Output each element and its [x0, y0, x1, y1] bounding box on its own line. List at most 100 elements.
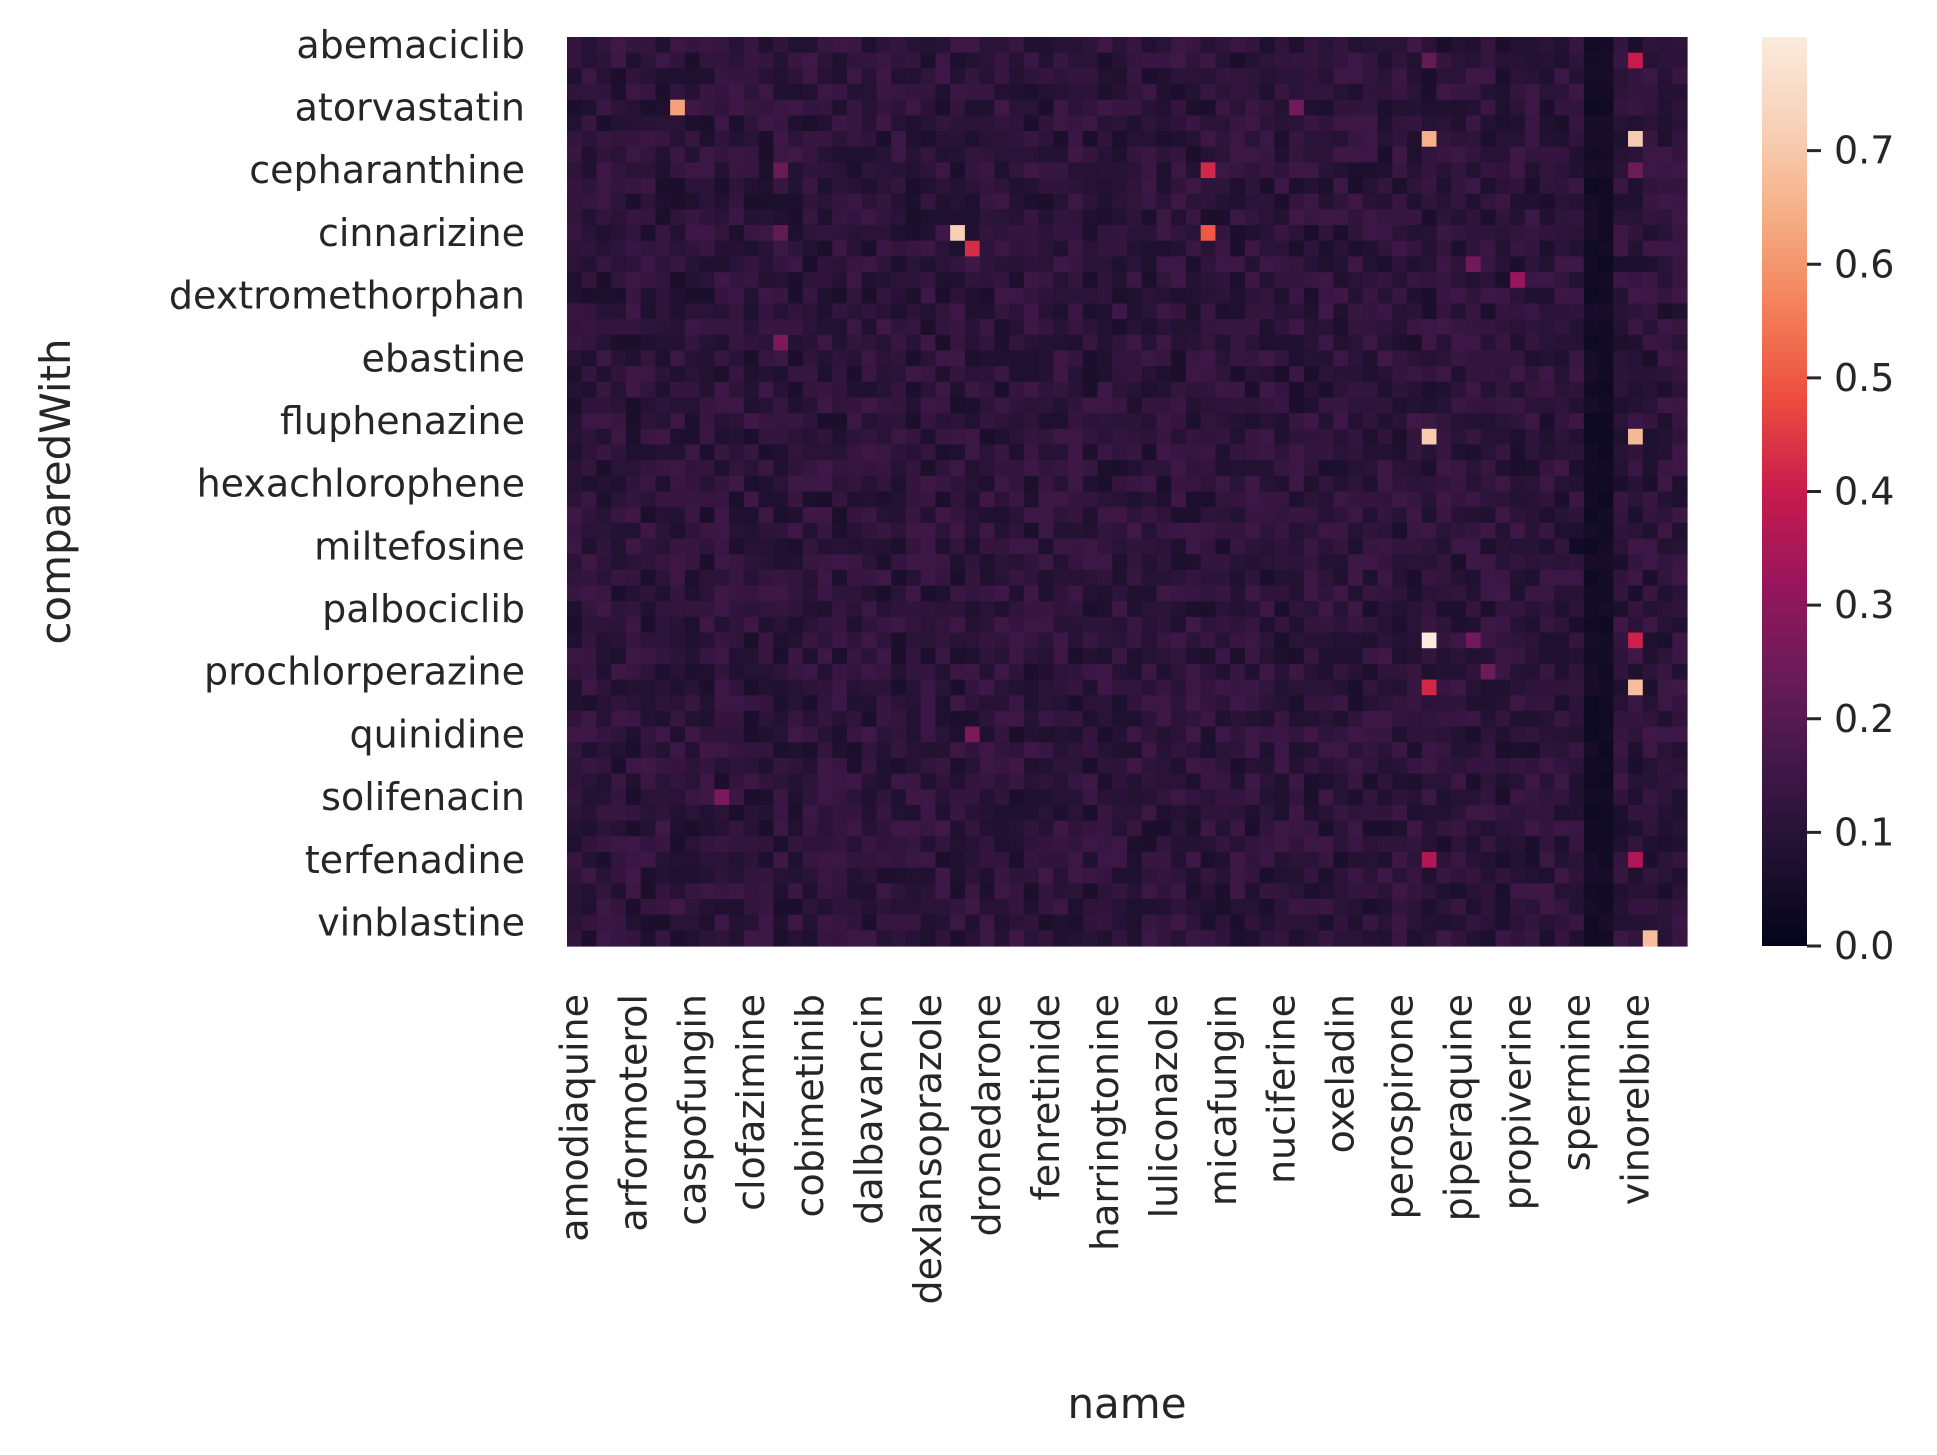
- heatmap-cell: [1436, 914, 1452, 931]
- heatmap-cell: [1127, 272, 1143, 289]
- heatmap-cell: [817, 381, 833, 399]
- heatmap-cell: [847, 930, 863, 947]
- heatmap-cell: [1569, 663, 1585, 681]
- heatmap-cell: [1156, 475, 1172, 493]
- heatmap-cell: [1583, 460, 1600, 477]
- heatmap-cell: [1451, 52, 1467, 69]
- heatmap-cell: [1318, 538, 1334, 555]
- heatmap-cell: [1289, 648, 1305, 665]
- heatmap-cell: [1657, 538, 1673, 555]
- heatmap-cell: [1539, 836, 1555, 853]
- heatmap-cell: [1436, 37, 1452, 54]
- heatmap-cell: [758, 178, 774, 195]
- heatmap-cell: [670, 851, 686, 869]
- heatmap-cell: [1465, 413, 1482, 430]
- heatmap-cell: [714, 491, 730, 508]
- heatmap-cell: [596, 397, 612, 414]
- heatmap-cell: [1480, 99, 1497, 116]
- heatmap-cell: [1554, 178, 1570, 195]
- heatmap-cell: [1185, 726, 1202, 743]
- heatmap-cell: [596, 460, 612, 477]
- heatmap-cell: [699, 695, 715, 712]
- heatmap-cell: [1009, 68, 1025, 85]
- heatmap-cell: [758, 789, 774, 806]
- heatmap-cell: [817, 366, 833, 383]
- heatmap-cell: [847, 648, 863, 665]
- heatmap-cell: [861, 68, 878, 85]
- heatmap-cell: [729, 742, 745, 759]
- heatmap-cell: [773, 350, 789, 367]
- heatmap-cell: [1598, 914, 1614, 931]
- heatmap-cell: [1495, 569, 1511, 587]
- heatmap-cell: [1510, 491, 1526, 508]
- heatmap-cell: [655, 491, 671, 508]
- heatmap-cell: [1539, 272, 1555, 289]
- heatmap-cell: [1421, 334, 1438, 352]
- heatmap-cell: [611, 131, 627, 148]
- heatmap-cell: [567, 162, 583, 179]
- heatmap-cell: [1598, 679, 1614, 696]
- heatmap-cell: [655, 867, 671, 884]
- heatmap-cell: [1289, 554, 1305, 571]
- heatmap-cell: [1097, 601, 1113, 618]
- heatmap-cell: [581, 366, 598, 383]
- heatmap-cell: [802, 397, 819, 414]
- heatmap-cell: [1200, 616, 1217, 634]
- heatmap-cell: [847, 52, 863, 69]
- heatmap-cell: [655, 256, 671, 273]
- heatmap-cell: [1053, 585, 1069, 602]
- heatmap-cell: [935, 68, 951, 85]
- heatmap-cell: [1023, 773, 1040, 790]
- heatmap-cell: [935, 193, 951, 210]
- heatmap-cell: [1672, 898, 1688, 916]
- heatmap-cell: [817, 240, 833, 258]
- heatmap-cell: [847, 569, 863, 587]
- heatmap-cell: [1642, 695, 1659, 712]
- heatmap-cell: [1082, 538, 1099, 555]
- heatmap-cell: [1141, 272, 1158, 289]
- heatmap-cell: [1141, 319, 1158, 336]
- heatmap-cell: [1598, 742, 1614, 759]
- heatmap-cell: [1348, 554, 1364, 571]
- heatmap-cell: [1097, 851, 1113, 869]
- heatmap-cell: [1421, 601, 1438, 618]
- heatmap-cell: [1598, 272, 1614, 289]
- heatmap-cell: [1303, 460, 1320, 477]
- heatmap-cell: [729, 616, 745, 634]
- heatmap-cell: [832, 52, 848, 69]
- heatmap-cell: [581, 52, 598, 69]
- heatmap-cell: [1053, 679, 1069, 696]
- heatmap-cell: [1480, 883, 1497, 900]
- heatmap-cell: [1554, 804, 1570, 822]
- heatmap-cell: [1642, 115, 1659, 132]
- heatmap-cell: [1348, 52, 1364, 69]
- heatmap-cell: [1200, 898, 1217, 916]
- heatmap-cell: [640, 475, 657, 493]
- heatmap-cell: [788, 37, 804, 54]
- heatmap-cell: [1038, 272, 1054, 289]
- heatmap-cell: [1156, 601, 1172, 618]
- heatmap-cell: [567, 193, 583, 210]
- heatmap-cell: [1289, 444, 1305, 461]
- heatmap-cell: [950, 710, 966, 728]
- heatmap-cell: [1230, 350, 1246, 367]
- heatmap-cell: [979, 789, 995, 806]
- heatmap-cell: [1362, 428, 1379, 446]
- heatmap-cell: [1539, 366, 1555, 383]
- heatmap-cell: [1510, 256, 1526, 273]
- heatmap-cell: [788, 569, 804, 587]
- heatmap-cell: [729, 115, 745, 132]
- heatmap-cell: [1097, 413, 1113, 430]
- heatmap-cell: [581, 444, 598, 461]
- heatmap-cell: [655, 804, 671, 822]
- heatmap-cell: [1569, 648, 1585, 665]
- heatmap-cell: [758, 444, 774, 461]
- heatmap-cell: [1215, 460, 1231, 477]
- heatmap-cell: [802, 695, 819, 712]
- heatmap-cell: [1554, 272, 1570, 289]
- heatmap-cell: [891, 898, 907, 916]
- heatmap-cell: [1230, 914, 1246, 931]
- heatmap-cell: [1407, 334, 1423, 352]
- heatmap-cell: [1038, 648, 1054, 665]
